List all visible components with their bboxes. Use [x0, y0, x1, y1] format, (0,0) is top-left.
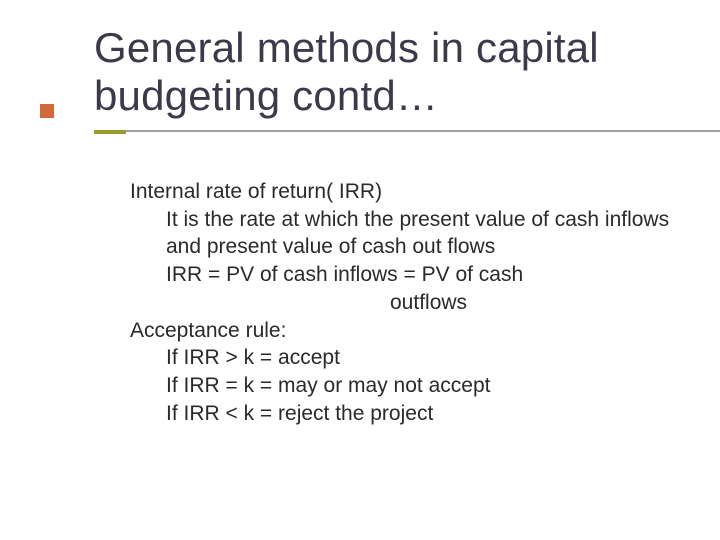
content-definition: It is the rate at which the present valu…: [166, 206, 670, 261]
title-block: General methods in capital budgeting con…: [94, 24, 680, 121]
content-block: Internal rate of return( IRR) It is the …: [130, 178, 670, 427]
title-underline: [94, 130, 720, 133]
content-rule-2: If IRR = k = may or may not accept: [166, 372, 670, 400]
underline-short: [94, 130, 126, 134]
content-rule-3: If IRR < k = reject the project: [166, 400, 670, 428]
content-heading-acceptance: Acceptance rule:: [130, 317, 670, 345]
content-formula-line2: outflows: [390, 289, 670, 317]
content-rule-1: If IRR > k = accept: [166, 344, 670, 372]
slide: General methods in capital budgeting con…: [0, 0, 720, 540]
slide-title: General methods in capital budgeting con…: [94, 24, 680, 121]
underline-long: [112, 130, 720, 132]
content-formula-line1: IRR = PV of cash inflows = PV of cash: [166, 261, 670, 289]
accent-square: [40, 104, 54, 118]
content-heading-irr: Internal rate of return( IRR): [130, 178, 670, 206]
